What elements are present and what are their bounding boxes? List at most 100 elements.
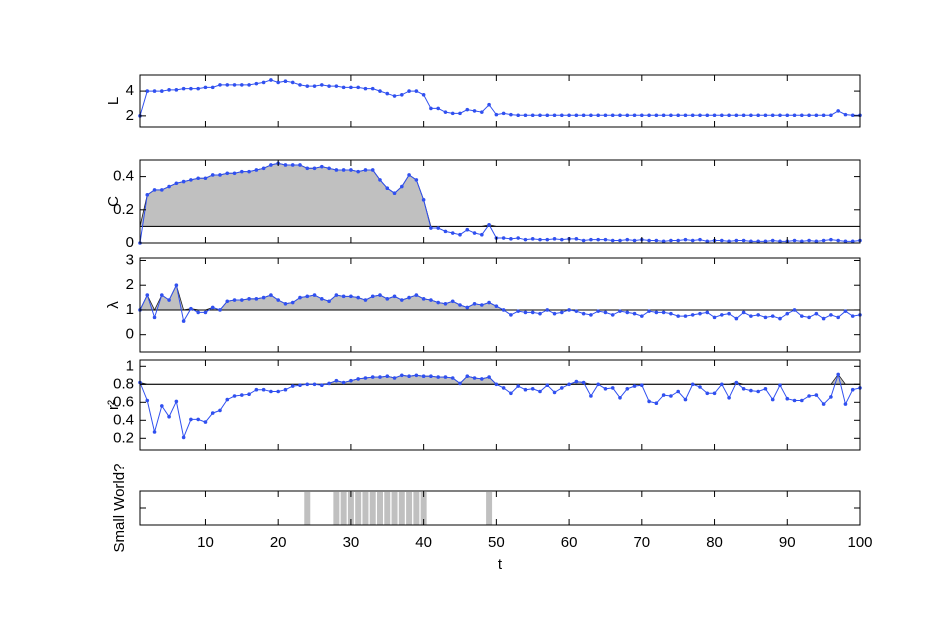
panel-frame: [139, 490, 861, 526]
point: [581, 311, 586, 316]
point: [181, 86, 186, 91]
x-tick-label: 100: [847, 534, 872, 551]
point: [232, 83, 237, 87]
point: [283, 163, 288, 167]
point: [218, 173, 222, 177]
point: [829, 395, 833, 399]
point: [661, 239, 666, 244]
point: [785, 311, 790, 316]
point: [254, 168, 259, 172]
point: [472, 301, 477, 306]
point: [610, 313, 615, 317]
y-tick-label: 3: [126, 251, 134, 268]
point: [356, 169, 360, 174]
point: [640, 383, 644, 388]
point: [240, 169, 244, 174]
point: [189, 306, 193, 311]
point: [465, 305, 470, 310]
x-tick-label: 50: [488, 534, 505, 551]
point: [174, 283, 179, 288]
point: [429, 298, 433, 302]
point: [421, 374, 426, 379]
point: [843, 402, 848, 406]
x-tick-label: 40: [415, 534, 432, 551]
point: [807, 394, 811, 398]
point: [305, 84, 310, 88]
point: [807, 113, 811, 118]
point: [850, 387, 855, 392]
point: [225, 83, 230, 87]
point: [400, 93, 404, 97]
point: [814, 311, 819, 316]
bar: [340, 492, 347, 525]
point: [661, 393, 666, 397]
point: [152, 430, 157, 434]
point: [392, 376, 397, 380]
y-tick-label: 2: [126, 276, 134, 293]
point: [181, 319, 186, 323]
point: [254, 297, 259, 301]
point: [567, 113, 571, 118]
point: [414, 373, 419, 378]
point: [341, 380, 346, 385]
point: [494, 112, 499, 117]
point: [414, 89, 419, 93]
point: [458, 303, 462, 307]
point: [414, 293, 419, 297]
point: [698, 311, 702, 316]
point: [647, 238, 651, 243]
bar: [369, 492, 376, 525]
point: [436, 226, 440, 230]
point: [385, 297, 390, 301]
point: [443, 301, 448, 306]
point: [516, 384, 520, 388]
point: [385, 91, 390, 96]
point: [247, 392, 251, 397]
y-tick-label: 0.2: [113, 201, 134, 218]
point: [756, 313, 760, 317]
x-axis-label: t: [498, 556, 503, 573]
point: [261, 80, 266, 85]
point: [603, 310, 608, 315]
point: [552, 113, 557, 118]
point: [589, 313, 593, 317]
point: [618, 309, 622, 313]
point: [501, 111, 506, 116]
point: [545, 383, 550, 388]
point: [356, 85, 360, 90]
y-tick-label: 4: [126, 82, 134, 99]
point: [574, 309, 579, 313]
point: [458, 232, 462, 237]
point: [145, 89, 150, 93]
point: [196, 310, 200, 315]
point: [749, 239, 753, 244]
point: [240, 83, 244, 87]
point: [370, 86, 375, 91]
point: [610, 386, 615, 390]
point: [160, 188, 164, 192]
point: [501, 236, 506, 240]
point: [443, 375, 448, 379]
point: [545, 113, 550, 118]
point: [480, 377, 484, 381]
point: [480, 110, 484, 114]
point: [712, 315, 717, 320]
point: [610, 113, 615, 118]
bar: [486, 492, 493, 525]
point: [203, 310, 208, 315]
point: [210, 173, 215, 177]
point: [254, 81, 259, 86]
point: [349, 378, 353, 383]
x-tick-label: 10: [197, 534, 214, 551]
series-line: [139, 372, 861, 440]
point: [320, 83, 324, 87]
point: [720, 313, 724, 317]
point: [152, 188, 157, 192]
point: [610, 238, 615, 243]
point: [160, 404, 164, 408]
point: [203, 420, 208, 424]
bar: [391, 492, 398, 525]
point: [829, 313, 833, 317]
point: [509, 313, 513, 317]
point: [443, 229, 448, 234]
